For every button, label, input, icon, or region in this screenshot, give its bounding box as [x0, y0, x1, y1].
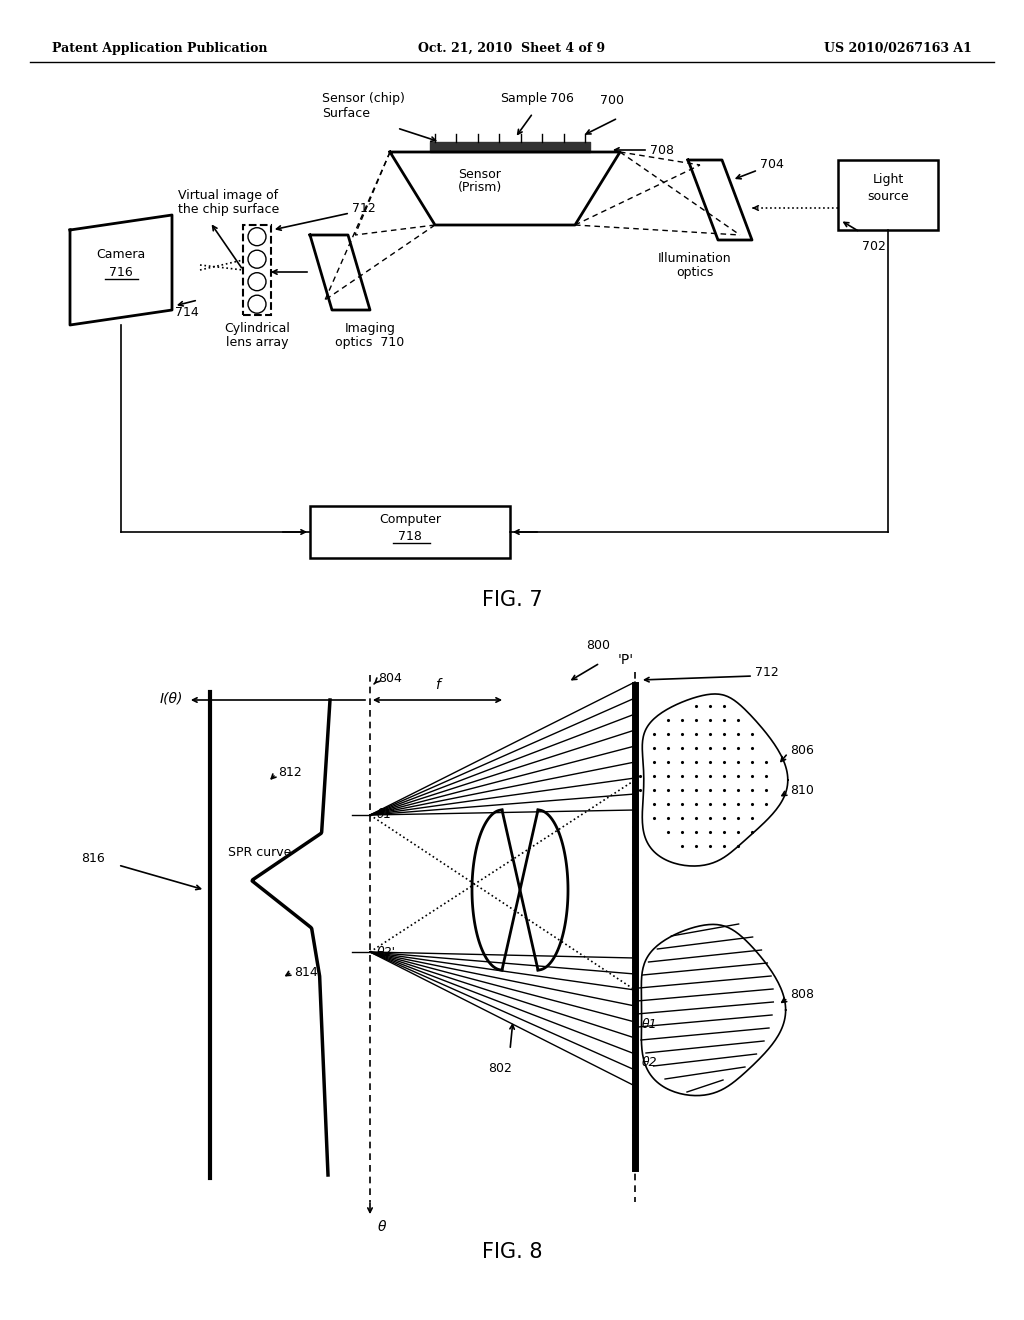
Text: 810: 810 [790, 784, 814, 796]
Text: Light: Light [872, 173, 903, 186]
Text: θ1: θ1 [642, 1019, 657, 1031]
Text: 706: 706 [550, 92, 573, 106]
Text: Sensor: Sensor [459, 169, 502, 181]
Text: Surface: Surface [322, 107, 370, 120]
Text: 716: 716 [110, 265, 133, 279]
Text: 702: 702 [862, 240, 886, 253]
Text: f: f [434, 678, 439, 692]
Text: Illumination: Illumination [658, 252, 732, 265]
Text: Oct. 21, 2010  Sheet 4 of 9: Oct. 21, 2010 Sheet 4 of 9 [419, 42, 605, 55]
Text: 806: 806 [790, 743, 814, 756]
Text: θ: θ [378, 1220, 386, 1234]
Text: 712: 712 [755, 665, 778, 678]
Text: I(θ): I(θ) [160, 690, 183, 705]
Text: Imaging: Imaging [344, 322, 395, 335]
Text: Patent Application Publication: Patent Application Publication [52, 42, 267, 55]
Text: optics  710: optics 710 [336, 337, 404, 348]
Text: θ2: θ2 [642, 1056, 657, 1068]
Text: (Prism): (Prism) [458, 181, 502, 194]
Text: 804: 804 [378, 672, 401, 685]
Text: 704: 704 [760, 158, 784, 172]
Text: 700: 700 [600, 94, 624, 107]
Text: θ2': θ2' [377, 945, 396, 958]
Text: 802: 802 [488, 1063, 512, 1074]
Text: 718: 718 [398, 531, 422, 544]
Bar [243, 224, 271, 315]
Text: Sample: Sample [500, 92, 547, 106]
Text: FIG. 8: FIG. 8 [481, 1242, 543, 1262]
Text: 714: 714 [175, 305, 199, 318]
Text: optics: optics [676, 267, 714, 279]
Text: Computer: Computer [379, 513, 441, 527]
Text: FIG. 7: FIG. 7 [481, 590, 543, 610]
Text: 800: 800 [586, 639, 610, 652]
Text: 808: 808 [790, 989, 814, 1002]
Text: SPR curve: SPR curve [228, 846, 292, 858]
Text: 708: 708 [650, 144, 674, 157]
Text: θ1': θ1' [377, 808, 396, 821]
Text: Camera: Camera [96, 248, 145, 261]
Bar [838, 160, 938, 230]
Text: source: source [867, 190, 909, 203]
Text: 814: 814 [294, 965, 317, 978]
Text: lens array: lens array [225, 337, 288, 348]
Text: Sensor (chip): Sensor (chip) [322, 92, 404, 106]
Text: the chip surface: the chip surface [178, 203, 280, 216]
Text: Cylindrical: Cylindrical [224, 322, 290, 335]
Bar [310, 506, 510, 558]
Text: 'P': 'P' [617, 653, 634, 667]
Text: US 2010/0267163 A1: US 2010/0267163 A1 [824, 42, 972, 55]
Text: Virtual image of: Virtual image of [178, 189, 279, 202]
Text: 816: 816 [81, 851, 105, 865]
Text: 712: 712 [352, 202, 376, 214]
Text: 812: 812 [278, 766, 302, 779]
